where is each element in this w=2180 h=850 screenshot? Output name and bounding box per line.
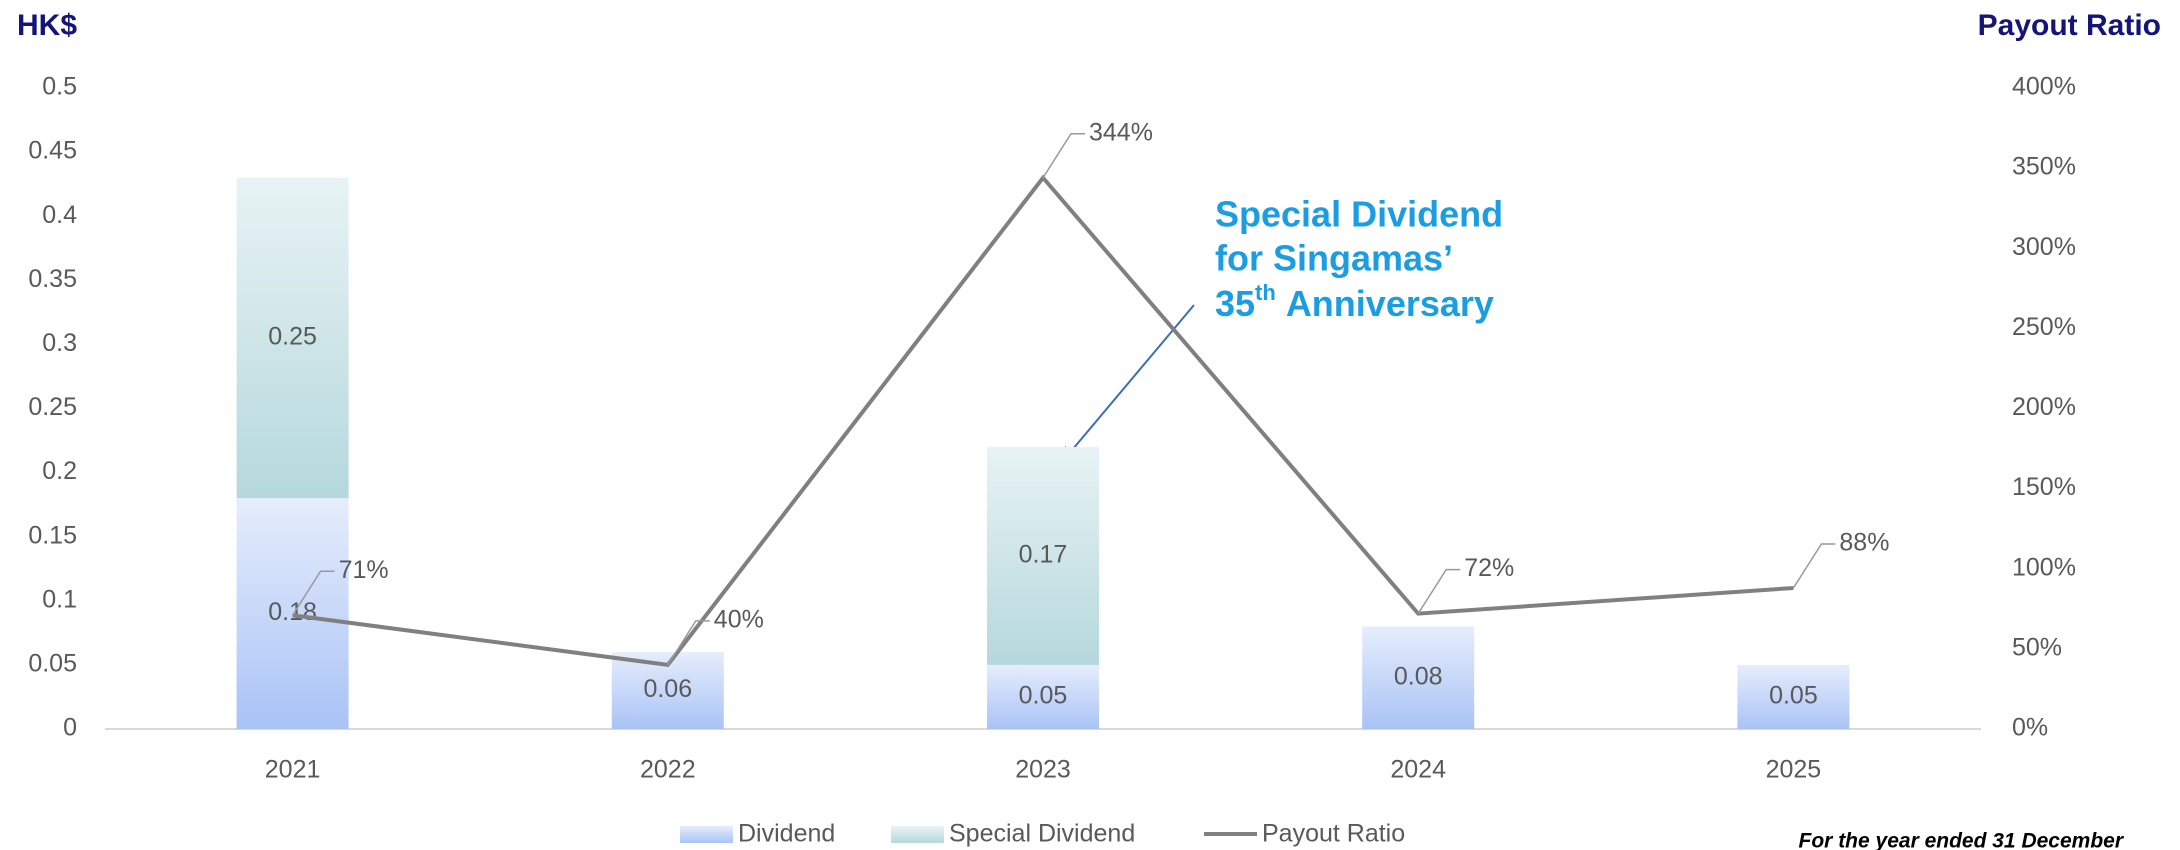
bar-label: 0.06 — [643, 675, 692, 703]
y-tick-label: 0.05 — [28, 650, 77, 678]
y2-tick-label: 150% — [2012, 473, 2076, 501]
bar — [236, 177, 349, 499]
y-tick-label: 0.35 — [28, 265, 77, 293]
annotation: Anniversary — [1286, 283, 1494, 324]
line-label: 71% — [339, 556, 389, 584]
leader-line — [667, 620, 710, 666]
line-label: 88% — [1839, 529, 1889, 557]
y2-tick-label: 400% — [2012, 73, 2076, 101]
y2-tick-label: 200% — [2012, 393, 2076, 421]
bar-label: 0.05 — [1019, 682, 1068, 710]
bar-label: 0.25 — [268, 323, 317, 351]
y-tick-label: 0 — [63, 714, 77, 742]
y-tick-label: 0.1 — [42, 585, 77, 613]
line-label: 344% — [1089, 118, 1153, 146]
x-tick-label: 2023 — [1015, 756, 1071, 784]
legend-swatch — [891, 826, 944, 843]
y2-tick-label: 350% — [2012, 153, 2076, 181]
y2-tick-label: 300% — [2012, 233, 2076, 261]
bar — [236, 498, 349, 729]
legend-label: Special Dividend — [949, 820, 1135, 848]
y-tick-label: 0.3 — [42, 329, 77, 357]
line-label: 40% — [714, 606, 764, 634]
bar — [987, 446, 1099, 665]
legend-label: Payout Ratio — [1262, 820, 1405, 848]
bar-label: 0.05 — [1769, 682, 1818, 710]
leader-line — [1792, 543, 1836, 589]
y-tick-label: 0.15 — [28, 521, 77, 549]
annotation-arrow — [1060, 304, 1195, 464]
bar-label: 0.18 — [268, 598, 317, 626]
bar-label: 0.08 — [1394, 662, 1443, 690]
annotation: 35 — [1215, 283, 1255, 324]
x-tick-label: 2022 — [640, 756, 696, 784]
footnote: For the year ended 31 December — [1799, 830, 2125, 850]
bar — [987, 664, 1099, 729]
bar-label: 0.17 — [1019, 541, 1068, 569]
y-axis-title: HK$ — [17, 9, 77, 42]
bar — [1362, 626, 1475, 729]
y2-tick-label: 250% — [2012, 313, 2076, 341]
y2-tick-label: 100% — [2012, 553, 2076, 581]
x-tick-label: 2025 — [1766, 756, 1822, 784]
annotation: for Singamas’ — [1215, 238, 1453, 279]
legend-label: Dividend — [738, 820, 835, 848]
annotation: th — [1255, 280, 1276, 305]
leader-line — [291, 570, 335, 616]
legend-swatch — [680, 826, 733, 843]
y2-axis-title: Payout Ratio — [1978, 9, 2161, 42]
annotation: Special Dividend — [1215, 194, 1503, 235]
y-tick-label: 0.25 — [28, 393, 77, 421]
leader-line — [1042, 132, 1085, 179]
line-label: 72% — [1464, 554, 1514, 582]
y-tick-label: 0.45 — [28, 137, 77, 165]
y2-tick-label: 50% — [2012, 633, 2062, 661]
annotation: 35th Anniversary — [1215, 280, 1494, 324]
y-tick-label: 0.2 — [42, 457, 77, 485]
y-tick-label: 0.4 — [42, 201, 77, 229]
leader-line — [1417, 568, 1461, 615]
bar — [1737, 664, 1850, 729]
x-tick-label: 2024 — [1390, 756, 1446, 784]
x-tick-label: 2021 — [265, 756, 321, 784]
y-tick-label: 0.5 — [42, 73, 77, 101]
y2-tick-label: 0% — [2012, 714, 2048, 742]
